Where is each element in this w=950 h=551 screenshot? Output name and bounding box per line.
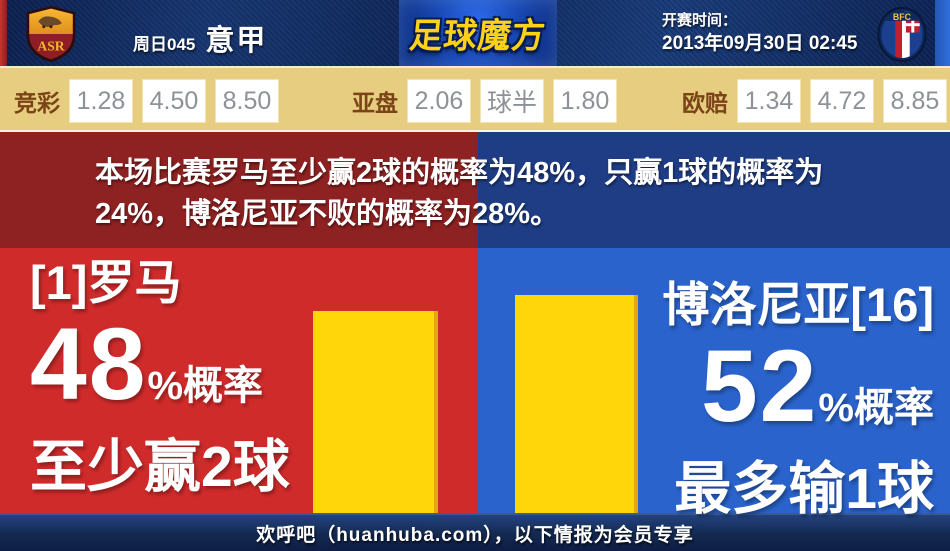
home-outcome: 至少赢2球 bbox=[30, 434, 290, 499]
site-logo-text: 足球魔方 bbox=[407, 16, 548, 56]
footer-text: 欢呼吧（huanhuba.com），以下情报为会员专享 bbox=[256, 524, 694, 546]
match-title: 周日045 意甲 bbox=[133, 17, 267, 59]
odds-group-yapan: 亚盘 2.06 球半 1.80 bbox=[352, 68, 626, 134]
footer-bar: 欢呼吧（huanhuba.com），以下情报为会员专享 bbox=[0, 513, 950, 551]
kickoff-label: 开赛时间： bbox=[662, 12, 738, 29]
away-percent-suffix: %概率 bbox=[818, 386, 934, 431]
home-percent-value: 48 bbox=[30, 307, 148, 422]
header: ASR 周日045 意甲 足球魔方 开赛时间： 2013年09月30日 02:4… bbox=[0, 0, 950, 66]
bologna-crest-icon: BFC bbox=[876, 7, 928, 67]
league-name: 意甲 bbox=[205, 25, 268, 57]
odds-value: 球半 bbox=[480, 79, 544, 123]
away-team-name: 博洛尼亚[16] bbox=[662, 278, 934, 331]
away-panel-text: 博洛尼亚[16] 52%概率 最多输1球 bbox=[662, 278, 934, 525]
home-dark-band bbox=[0, 132, 478, 248]
away-probability-bar bbox=[515, 294, 638, 513]
right-blue-strip bbox=[935, 0, 950, 66]
odds-value: 8.85 bbox=[883, 79, 947, 123]
roma-crest-icon: ASR bbox=[23, 5, 79, 68]
odds-value: 2.06 bbox=[407, 79, 471, 123]
odds-group-jingcai: 竞彩 1.28 4.50 8.50 bbox=[14, 68, 288, 134]
home-panel-text: [1]罗马 48%概率 至少赢2球 bbox=[30, 256, 290, 503]
away-dark-band bbox=[478, 132, 950, 248]
away-percent-value: 52 bbox=[700, 329, 819, 444]
site-logo[interactable]: 足球魔方 bbox=[399, 0, 557, 66]
kickoff-time: 2013年09月30日 02:45 bbox=[662, 33, 858, 55]
home-probability-bar bbox=[313, 311, 438, 513]
svg-text:ASR: ASR bbox=[37, 38, 64, 53]
odds-bar: 竞彩 1.28 4.50 8.50 亚盘 2.06 球半 1.80 欧赔 1.3… bbox=[0, 66, 950, 132]
odds-value: 1.80 bbox=[553, 79, 617, 123]
home-percent-suffix: %概率 bbox=[147, 364, 264, 409]
kickoff-info: 开赛时间： 2013年09月30日 02:45 bbox=[662, 11, 857, 57]
odds-group-oupei: 欧赔 1.34 4.72 8.85 bbox=[682, 68, 950, 134]
prediction-summary: 本场比赛罗马至少赢2球的概率为48%，只赢1球的概率为24%，博洛尼亚不败的概率… bbox=[95, 157, 824, 231]
away-outcome: 最多输1球 bbox=[674, 456, 934, 521]
away-percent-row: 52%概率 bbox=[662, 335, 934, 437]
prediction-panel: 本场比赛罗马至少赢2球的概率为48%，只赢1球的概率为24%，博洛尼亚不败的概率… bbox=[0, 132, 950, 521]
odds-label-yapan: 亚盘 bbox=[352, 90, 398, 116]
odds-value: 1.34 bbox=[737, 79, 801, 123]
home-percent-row: 48%概率 bbox=[30, 313, 290, 415]
odds-label-oupei: 欧赔 bbox=[682, 90, 728, 116]
odds-value: 8.50 bbox=[215, 79, 279, 123]
odds-value: 1.28 bbox=[69, 79, 133, 123]
odds-label-jingcai: 竞彩 bbox=[14, 90, 60, 116]
left-red-strip bbox=[0, 0, 7, 66]
svg-text:BFC: BFC bbox=[893, 12, 912, 22]
odds-value: 4.72 bbox=[810, 79, 874, 123]
odds-value: 4.50 bbox=[142, 79, 206, 123]
match-code: 周日045 bbox=[133, 35, 196, 54]
home-team-name: [1]罗马 bbox=[30, 256, 182, 309]
